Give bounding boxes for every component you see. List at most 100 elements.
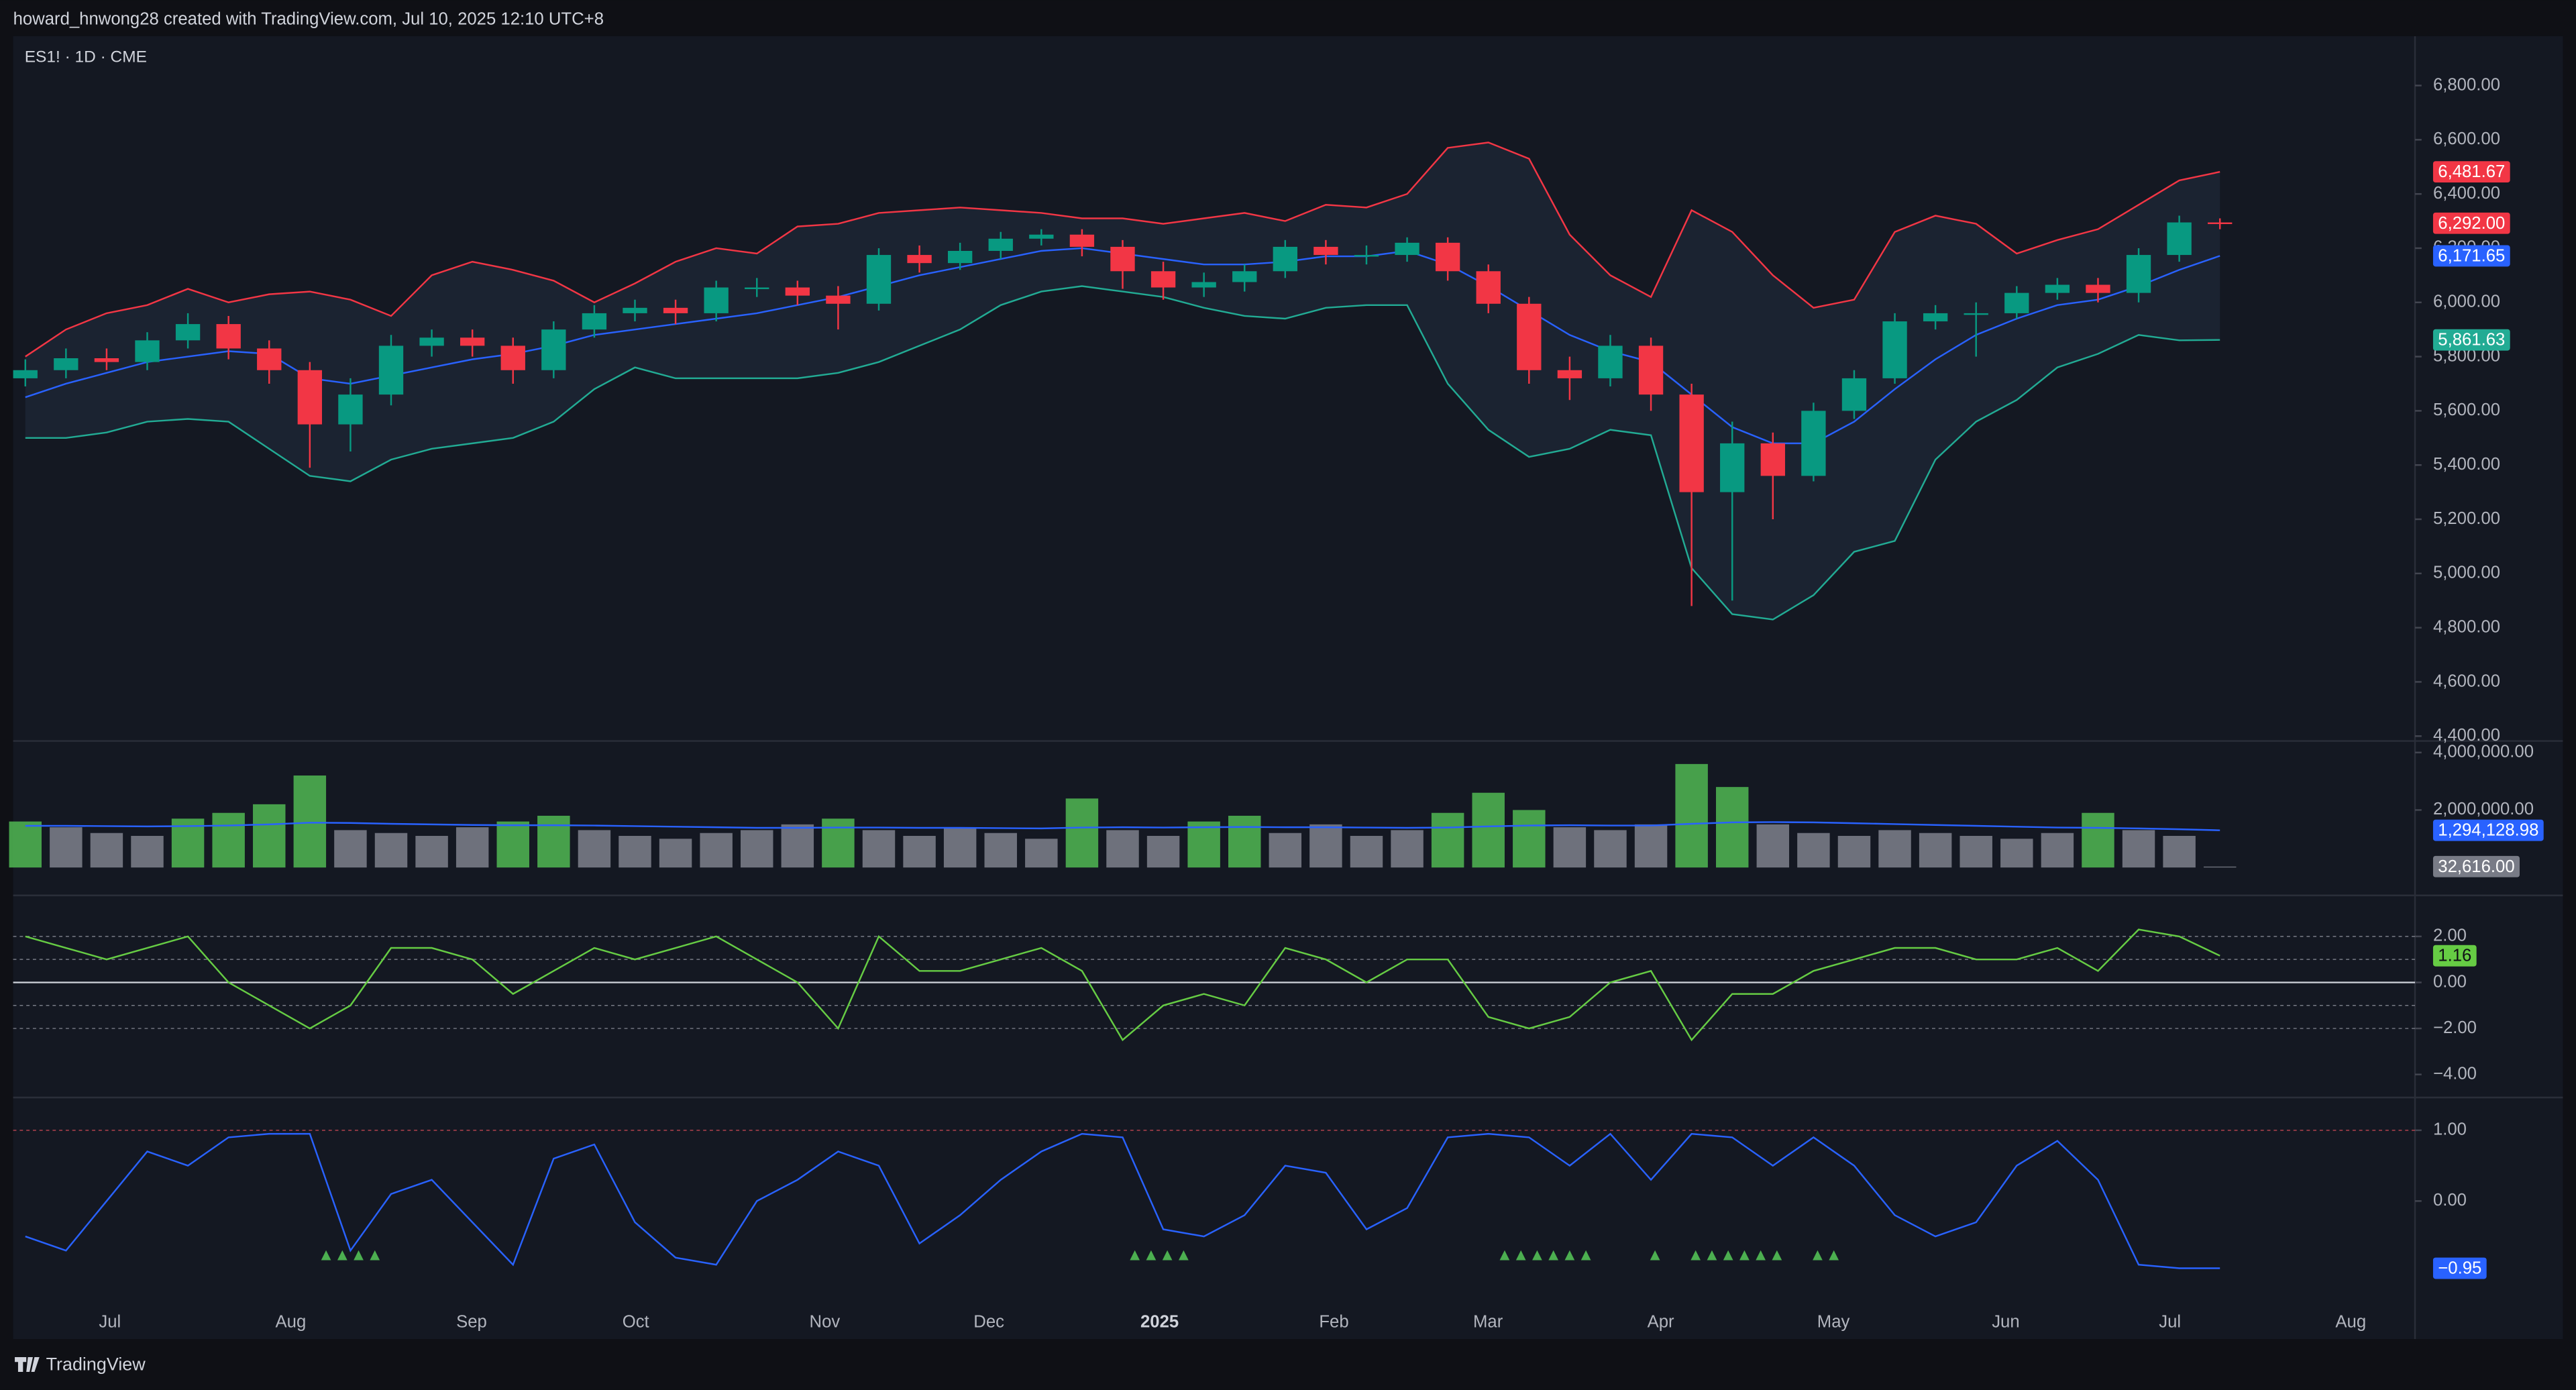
candle-body: [1598, 345, 1623, 378]
symbol-title[interactable]: ES1! · 1D · CME: [25, 48, 147, 66]
y-tick-label: 4,800.00: [2433, 617, 2500, 636]
indicator-line: [25, 1132, 2220, 1269]
volume-bar: [2082, 812, 2114, 868]
volume-bar: [1797, 833, 1830, 868]
last-value-tag: 6,481.67: [2432, 161, 2510, 183]
candle-body: [1150, 271, 1176, 288]
x-tick-label: May: [1817, 1312, 1850, 1331]
candle-body: [460, 337, 485, 346]
candle-body: [94, 358, 119, 362]
candle-body: [826, 295, 851, 304]
volume-bar: [9, 821, 42, 868]
last-value-label: 5,861.63: [2438, 331, 2505, 350]
volume-bar: [131, 836, 164, 868]
volume-bar: [1513, 810, 1546, 868]
x-tick-label: Aug: [276, 1312, 307, 1331]
volume-bar: [1309, 824, 1342, 868]
signal-marker: [1532, 1250, 1542, 1261]
candle-body: [419, 337, 444, 346]
signal-marker: [1739, 1250, 1750, 1261]
y-tick-label: 6,000.00: [2433, 292, 2500, 311]
y-tick-label: 5,200.00: [2433, 509, 2500, 528]
y-tick-label: 2.00: [2433, 926, 2467, 945]
candle-body: [1841, 378, 1867, 411]
candle-body: [1720, 443, 1745, 492]
volume-bar: [1715, 787, 1749, 868]
signal-marker: [1650, 1250, 1660, 1261]
signal-marker: [370, 1250, 380, 1261]
volume-bar: [862, 830, 896, 868]
volume-bar: [1106, 830, 1139, 868]
signal-marker: [1723, 1250, 1733, 1261]
y-tick-label: 5,000.00: [2433, 564, 2500, 582]
candle-body: [1476, 271, 1501, 304]
x-tick-label: Jul: [99, 1312, 121, 1331]
candle-body: [582, 313, 607, 330]
last-value-box: [2432, 819, 2544, 841]
candle-body: [175, 324, 201, 341]
y-tick-label: −4.00: [2433, 1064, 2477, 1083]
volume-bar: [741, 830, 773, 868]
last-value-tag: −0.95: [2432, 1257, 2487, 1279]
candle-body: [1638, 345, 1664, 395]
candle-body: [1760, 443, 1785, 476]
volume-bar: [659, 839, 692, 868]
candle-body: [1923, 313, 1948, 322]
volume-bar: [90, 833, 123, 868]
last-value-label: 6,481.67: [2438, 162, 2505, 181]
candle-body: [2004, 292, 2029, 313]
last-value-box: [2432, 161, 2510, 183]
candle-body: [1069, 234, 1095, 247]
signal-marker: [1179, 1250, 1189, 1261]
volume-bar: [334, 830, 367, 868]
x-tick-label: 2025: [1140, 1312, 1179, 1331]
last-value-tag: 1.16: [2432, 945, 2477, 967]
volume-bar: [943, 827, 977, 868]
volume-bar: [1146, 836, 1180, 868]
volume-bar: [1431, 812, 1464, 868]
candle-body: [704, 287, 729, 313]
y-tick-label: 0.00: [2433, 972, 2467, 991]
y-tick-label: 6,400.00: [2433, 184, 2500, 203]
volume-bar: [1634, 824, 1668, 868]
last-value-label: 32,616.00: [2438, 857, 2514, 876]
volume-bar: [700, 833, 733, 868]
volume-bar: [1919, 833, 1952, 868]
footer-brand[interactable]: TradingView: [46, 1354, 146, 1374]
signal-marker: [1146, 1250, 1157, 1261]
candle-body: [2167, 222, 2192, 256]
signal-marker: [337, 1250, 347, 1261]
candle-body: [1110, 246, 1135, 272]
candle-body: [216, 324, 241, 349]
candle-body: [1679, 394, 1704, 492]
y-tick-label: 5,400.00: [2433, 455, 2500, 474]
credit: howard_hnwong28 created with TradingView…: [13, 9, 604, 28]
volume-bar: [537, 816, 570, 868]
y-tick-label: −2.00: [2433, 1018, 2477, 1037]
volume-bar: [253, 804, 286, 868]
candle-body: [378, 345, 404, 395]
volume-bar: [984, 833, 1017, 868]
volume-bar: [578, 830, 611, 868]
candle-body: [1191, 282, 1216, 288]
candle-body: [1029, 234, 1054, 239]
volume-bar: [1472, 792, 1505, 868]
volume-bar: [1228, 816, 1261, 868]
candle-body: [663, 307, 688, 313]
candle-body: [2086, 284, 2110, 293]
last-value-box: [2432, 855, 2520, 877]
x-tick-label: Apr: [1648, 1312, 1674, 1331]
candle-body: [541, 329, 566, 370]
volume-bar: [496, 821, 529, 868]
signal-marker: [354, 1250, 364, 1261]
volume-bar: [619, 836, 651, 868]
x-tick-label: Feb: [1319, 1312, 1348, 1331]
last-value-box: [2432, 329, 2510, 351]
last-value-label: 6,292.00: [2438, 214, 2505, 233]
candle-body: [1313, 246, 1338, 256]
candle-body: [2208, 222, 2233, 225]
candle-body: [907, 255, 932, 264]
candle-body: [1273, 246, 1297, 272]
band-line: [25, 285, 2220, 621]
